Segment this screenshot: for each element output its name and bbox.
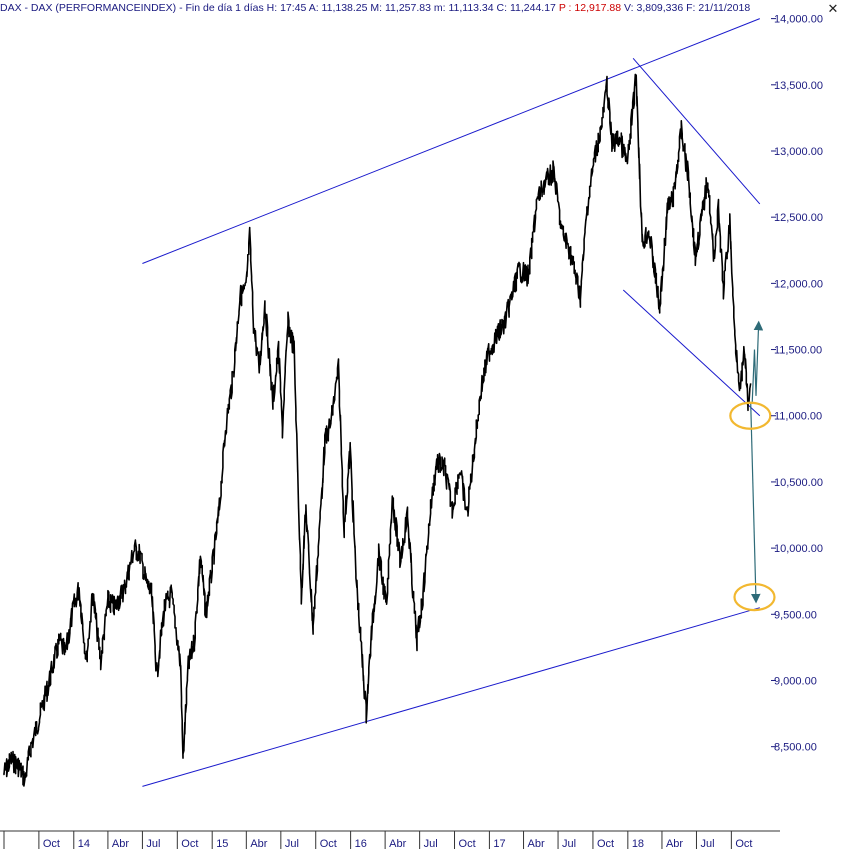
c-label: C: — [496, 2, 508, 14]
chart-header: DAX - DAX (PERFORMANCEINDEX) - Fin de dí… — [0, 0, 812, 16]
v-label: V: — [624, 2, 634, 14]
x-tick-label: 18 — [632, 838, 644, 849]
y-tick-label: 13,000.00 — [774, 146, 823, 158]
close-icon[interactable]: ✕ — [827, 1, 839, 16]
y-tick-label: 13,500.00 — [774, 80, 823, 92]
x-tick-label: Jul — [562, 838, 576, 849]
x-tick-label: Jul — [146, 838, 160, 849]
y-tick-label: 14,000.00 — [774, 14, 823, 26]
y-tick-label: 11,000.00 — [774, 411, 822, 423]
x-tick-label: 16 — [355, 838, 367, 849]
m-label: M: — [370, 2, 383, 14]
x-tick-label: Abr — [666, 838, 683, 849]
x-tick-label: Oct — [459, 838, 476, 849]
f-label: F: — [686, 2, 696, 14]
p-label: P : — [558, 2, 572, 14]
x-tick-label: 15 — [216, 838, 228, 849]
x-tick-label: Abr — [112, 838, 129, 849]
f-value: 21/11/2018 — [698, 2, 751, 14]
price-series — [3, 73, 752, 787]
x-axis: Oct 14 Abr Jul Oct 15 Abr Jul Oct 16 Abr Jul Oct 17 Ab… — [3, 831, 752, 849]
y-tick-label: 10,500.00 — [774, 477, 823, 489]
h-label: H: — [266, 2, 278, 14]
projection-arrow — [750, 402, 761, 604]
y-tick-label: 8,500.00 — [774, 742, 817, 754]
x-tick-label: Abr — [528, 838, 545, 849]
instrument-title: DAX - DAX (PERFORMANCEINDEX) - Fin de dí… — [0, 2, 264, 14]
x-tick-label: Jul — [700, 838, 714, 849]
highlight-ellipses — [729, 401, 776, 612]
highlight-ellipse — [733, 582, 776, 612]
x-tick-label: Oct — [735, 838, 752, 849]
projection-arrows — [750, 320, 764, 604]
a-label: A: — [308, 2, 319, 14]
y-tick-label: 10,000.00 — [774, 543, 823, 555]
trend-line — [632, 58, 761, 205]
x-tick-label: Jul — [285, 838, 299, 849]
trend-line — [622, 289, 761, 417]
y-tick-label: 9,000.00 — [774, 675, 817, 687]
x-tick-label: Abr — [389, 838, 406, 849]
x-tick-label: 17 — [493, 838, 505, 849]
highlight-ellipse — [729, 401, 772, 430]
trend-line — [142, 607, 760, 787]
v-value: 3,809,336 — [636, 2, 684, 14]
x-tick-label: 14 — [78, 838, 90, 849]
p-value: 12,917.88 — [574, 2, 622, 14]
x-tick-label: Oct — [43, 838, 60, 849]
x-tick-label: Jul — [424, 838, 438, 849]
c-value: 11,244.17 — [509, 2, 556, 14]
projection-arrow — [751, 320, 764, 403]
a-value: 11,138.25 — [321, 2, 368, 14]
price-line — [3, 73, 752, 787]
m-value: 11,257.83 — [385, 2, 431, 14]
y-tick-label: 11,500.00 — [774, 345, 822, 357]
y-tick-label: 9,500.00 — [774, 609, 817, 621]
plot-background — [0, 16, 843, 849]
min-label: m: — [433, 2, 446, 14]
y-axis: 14,000.00 13,500.00 13,000.00 12,500.00 12,0… — [771, 14, 823, 754]
x-tick-label: Abr — [250, 838, 267, 849]
trend-line — [142, 18, 760, 264]
y-tick-label: 12,500.00 — [774, 212, 823, 224]
trend-lines — [142, 18, 761, 787]
h-value: 17:45 — [280, 2, 307, 14]
x-tick-label: Oct — [320, 838, 337, 849]
x-tick-label: Oct — [597, 838, 614, 849]
x-tick-label: Oct — [181, 838, 198, 849]
min-value: 11,113.34 — [448, 2, 494, 14]
y-tick-label: 12,000.00 — [774, 278, 823, 290]
